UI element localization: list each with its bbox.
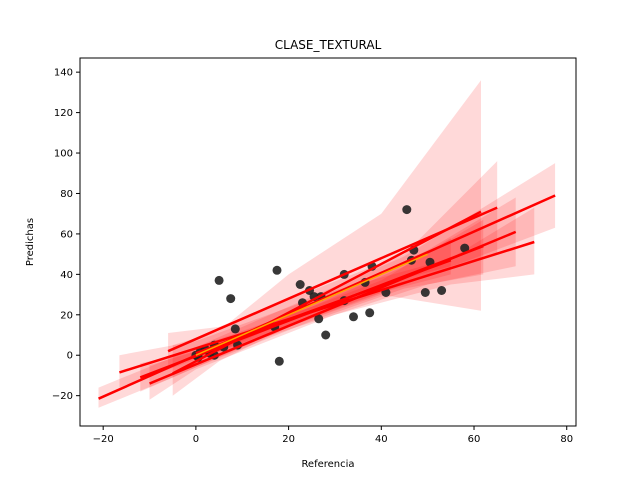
data-point-16	[295, 280, 305, 289]
data-point-11	[230, 324, 240, 334]
y-tick-label: −20	[52, 391, 73, 402]
y-tick-label: 60	[60, 229, 73, 240]
data-point-27	[365, 308, 375, 318]
data-point-22	[321, 330, 331, 340]
regression-lines	[98, 194, 556, 400]
data-point-25	[349, 312, 358, 322]
data-point-10	[226, 294, 236, 304]
y-axis-title: Predichas	[25, 218, 36, 266]
x-tick-label: 60	[468, 434, 481, 445]
chart-title: CLASE_TEXTURAL	[275, 38, 382, 52]
plot-frame	[79, 57, 577, 427]
identity-line	[195, 253, 428, 356]
y-tick-label: 120	[54, 108, 73, 119]
x-tick-label: 0	[193, 434, 199, 445]
plot-area	[79, 57, 577, 427]
y-tick-label: 20	[60, 310, 73, 321]
regression-line-7	[172, 210, 482, 375]
data-point-8	[214, 275, 224, 285]
y-tick-label: 40	[60, 270, 73, 281]
y-tick-label: 80	[60, 189, 73, 200]
x-axis-title: Referencia	[301, 459, 354, 470]
x-tick-label: −20	[93, 434, 114, 445]
data-point-33	[420, 288, 430, 297]
data-point-30	[402, 205, 412, 215]
data-point-36	[460, 243, 470, 253]
y-axis-ticks: −20 0 20 40 60 80 100 120 140	[52, 68, 80, 402]
x-tick-label: 80	[560, 434, 573, 445]
x-axis-ticks: −20 0 20 40 60 80	[93, 426, 573, 445]
confidence-band-3	[149, 197, 516, 400]
data-point-15	[274, 356, 284, 366]
y-tick-label: 140	[54, 68, 73, 79]
data-point-20	[314, 314, 324, 324]
y-tick-label: 100	[54, 149, 73, 160]
y-tick-label: 0	[67, 351, 73, 362]
x-tick-label: 20	[282, 434, 295, 445]
x-tick-label: 40	[375, 434, 388, 445]
data-point-35	[437, 286, 447, 295]
data-point-14	[272, 265, 282, 275]
identity-line-group	[195, 253, 428, 356]
